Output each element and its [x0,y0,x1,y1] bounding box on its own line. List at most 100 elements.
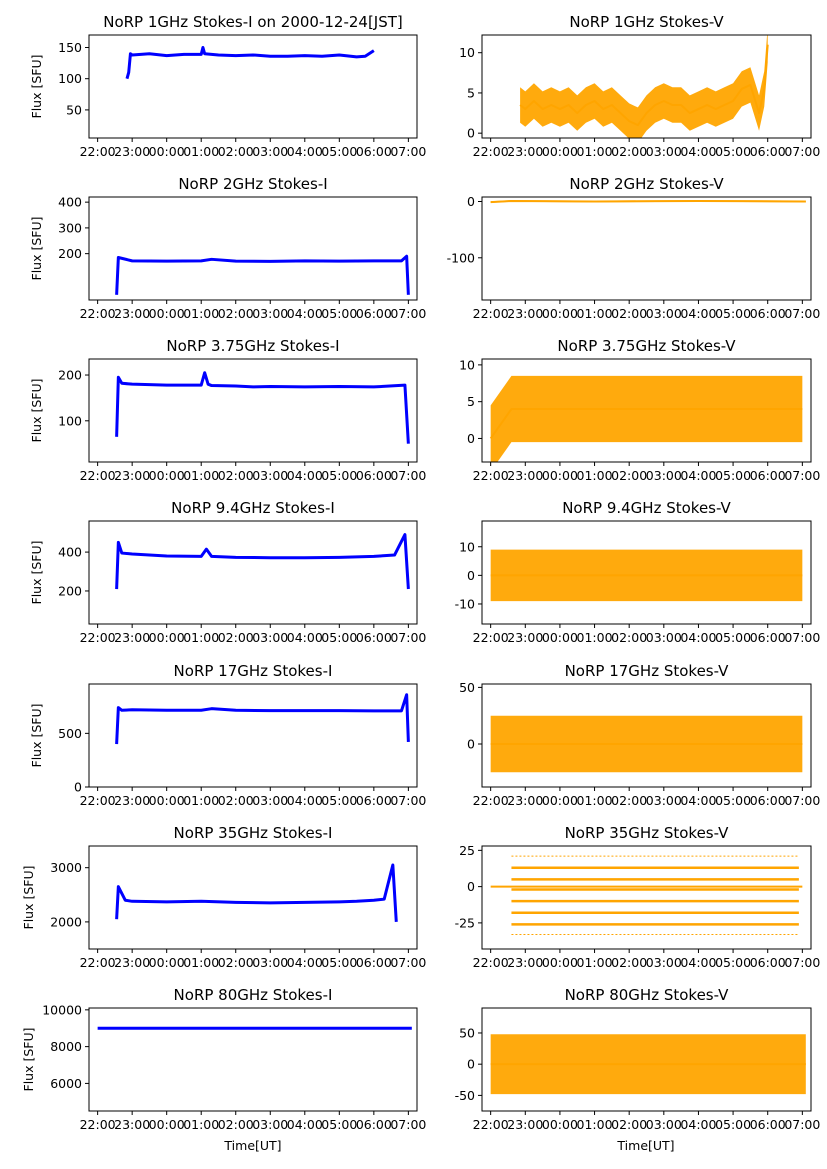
chart-0-axes-frame [88,34,418,139]
chart-10-xtick-label-7: 05:00 [321,955,357,970]
chart-4-xtick-label-6: 04:00 [287,468,323,483]
chart-3-xtick-label-5: 03:00 [646,306,682,321]
chart-9-title: NoRP 17GHz Stokes-V [565,662,730,680]
chart-9-xtick-label-5: 03:00 [646,793,682,808]
chart-12-axes-frame [88,1007,418,1112]
chart-0-plot-area [125,45,375,80]
chart-1-xtick-label-1: 23:00 [507,144,543,159]
chart-10-title: NoRP 35GHz Stokes-I [174,824,333,842]
chart-5-series-0-line [489,408,803,440]
chart-7-title: NoRP 9.4GHz Stokes-V [562,499,731,517]
chart-9-plot-area [490,715,803,773]
chart-11-xtick-label-0: 22:00 [473,955,509,970]
chart-5-ytick-label-2: 10 [459,357,475,372]
chart-1-axes-frame [481,34,812,139]
chart-3-ytick-label-1: -100 [447,250,475,265]
chart-12-panel: NoRP 80GHz Stokes-I Flux [SFU] 6000 8000 100… [21,986,426,1132]
chart-1-title: NoRP 1GHz Stokes-V [569,13,724,31]
chart-4-plot-area [115,371,410,444]
chart-7-ytick-label-2: 10 [459,539,475,554]
chart-9-xtick-label-3: 01:00 [577,793,613,808]
chart-2-xtick-label-2: 00:00 [149,306,185,321]
chart-6-y-axis-label: Flux [SFU] [29,541,44,605]
chart-5-xtick-label-1: 23:00 [507,468,543,483]
chart-5-xtick-label-3: 01:00 [577,468,613,483]
chart-6-xtick-label-3: 01:00 [183,630,219,645]
chart-5-title: NoRP 3.75GHz Stokes-V [557,337,736,355]
chart-5-xtick-label-4: 02:00 [611,468,647,483]
chart-0-xtick-label-1: 23:00 [114,144,150,159]
chart-9-xtick-label-9: 07:00 [784,793,820,808]
chart-13-xtick-label-8: 06:00 [750,1117,786,1132]
chart-3-series-0-line [490,199,806,204]
chart-0-ytick-label-1: 100 [58,71,82,86]
chart-2-y-axis-label: Flux [SFU] [29,217,44,281]
chart-4-y-axis-label: Flux [SFU] [29,379,44,443]
chart-4-ytick-label-1: 200 [58,368,82,383]
chart-5-xtick-label-7: 05:00 [715,468,751,483]
chart-11-xtick-label-9: 07:00 [784,955,820,970]
chart-2-xtick-label-1: 23:00 [114,306,150,321]
chart-2-ytick-label-1: 300 [58,220,82,235]
chart-0-xtick-label-5: 03:00 [252,144,288,159]
chart-5-xtick-label-8: 06:00 [750,468,786,483]
chart-4-ytick-label-0: 100 [58,413,82,428]
chart-2-axes-frame [88,196,418,301]
chart-9-ytick-label-0: 0 [467,736,475,751]
chart-5-series-0-band [490,375,803,462]
chart-8-xtick-label-9: 07:00 [390,793,426,808]
chart-0-series-0-line [125,45,375,80]
chart-13-xtick-label-2: 00:00 [542,1117,578,1132]
chart-2-plot-area [115,254,410,295]
chart-4-axes-frame [88,358,418,463]
chart-12-xtick-label-9: 07:00 [390,1117,426,1132]
chart-4-title: NoRP 3.75GHz Stokes-I [166,337,339,355]
chart-11-xtick-label-8: 06:00 [750,955,786,970]
chart-12-ytick-label-0: 6000 [50,1076,82,1091]
chart-9-xtick-label-1: 23:00 [507,793,543,808]
chart-13-panel: NoRP 80GHz Stokes-V -50 0 50 22:0023:0000:00… [455,986,821,1132]
chart-7-xtick-label-3: 01:00 [577,630,613,645]
chart-1-xtick-label-6: 04:00 [680,144,716,159]
chart-0-xtick-label-0: 22:00 [80,144,116,159]
chart-1-plot-area [519,35,769,138]
chart-3-xtick-label-3: 01:00 [577,306,613,321]
chart-2-ytick-label-2: 400 [58,195,82,210]
chart-3-panel: NoRP 2GHz Stokes-V 0 -100 22:0023:0000:0001… [447,175,821,321]
chart-4-xtick-label-3: 01:00 [183,468,219,483]
chart-11-xtick-label-2: 00:00 [542,955,578,970]
chart-0-ytick-label-2: 150 [58,40,82,55]
chart-11-panel: NoRP 35GHz Stokes-V -25 0 25 22:0023:0000:00… [455,824,821,970]
chart-5-panel: NoRP 3.75GHz Stokes-V 0 5 10 22:0023:0000:00… [459,337,820,483]
chart-6-xtick-label-0: 22:00 [80,630,116,645]
chart-8-xtick-label-7: 05:00 [321,793,357,808]
chart-13-xtick-label-4: 02:00 [611,1117,647,1132]
chart-9-xtick-label-7: 05:00 [715,793,751,808]
chart-8-plot-area [115,693,410,745]
chart-11-ytick-label-2: 25 [459,843,475,858]
chart-3-xtick-label-6: 04:00 [680,306,716,321]
chart-4-xtick-label-2: 00:00 [149,468,185,483]
chart-6-plot-area [115,533,410,590]
chart-8-title: NoRP 17GHz Stokes-I [174,662,333,680]
chart-13-xtick-label-0: 22:00 [473,1117,509,1132]
chart-9-panel: NoRP 17GHz Stokes-V 0 50 22:0023:0000:0001:… [459,662,820,808]
chart-0-ytick-label-0: 50 [66,102,82,117]
chart-9-xtick-label-2: 00:00 [542,793,578,808]
chart-11-plot-area [490,855,803,935]
chart-13-xtick-label-1: 23:00 [507,1117,543,1132]
chart-7-xtick-label-8: 06:00 [750,630,786,645]
chart-4-panel: NoRP 3.75GHz Stokes-I Flux [SFU] 100 200 22:… [29,337,426,483]
chart-8-series-0-line [115,693,410,745]
chart-12-xtick-label-0: 22:00 [80,1117,116,1132]
chart-0-xtick-label-9: 07:00 [390,144,426,159]
x-axis-label-left: Time[UT] [223,1138,281,1153]
chart-13-ytick-label-2: 50 [459,1025,475,1040]
chart-12-ytick-label-2: 10000 [42,1002,82,1017]
chart-13-plot-area [490,1034,806,1095]
chart-0-xtick-label-2: 00:00 [149,144,185,159]
chart-3-xtick-label-1: 23:00 [507,306,543,321]
chart-6-xtick-label-2: 00:00 [149,630,185,645]
chart-7-xtick-label-4: 02:00 [611,630,647,645]
chart-10-xtick-label-3: 01:00 [183,955,219,970]
